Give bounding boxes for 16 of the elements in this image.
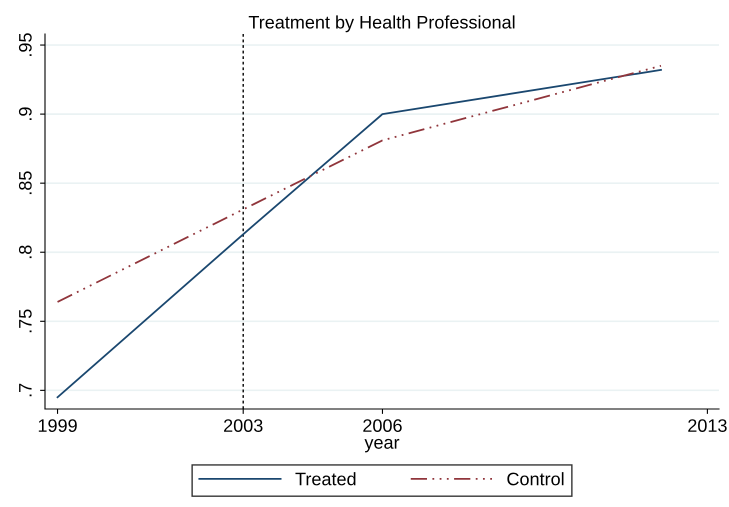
x-tick-label: 2003	[224, 419, 262, 432]
chart-title: Treatment by Health Professional	[248, 15, 514, 32]
x-axis-title: year	[364, 438, 400, 452]
y-tick-label: .85	[18, 171, 32, 194]
x-tick-label: 2013	[688, 419, 727, 432]
line-series	[56, 64, 662, 303]
legend-label: Control	[507, 472, 564, 486]
line-series	[56, 69, 662, 398]
x-tick-label: 1999	[38, 419, 77, 432]
y-tick-label: .8	[18, 245, 32, 258]
legend-label: Treated	[295, 472, 356, 486]
y-tick-label: .95	[18, 33, 32, 56]
y-tick-label: .75	[19, 310, 32, 332]
y-tick-label: .7	[19, 384, 32, 396]
x-tick-label: 2006	[363, 419, 402, 432]
y-tick-label: .9	[18, 107, 32, 120]
